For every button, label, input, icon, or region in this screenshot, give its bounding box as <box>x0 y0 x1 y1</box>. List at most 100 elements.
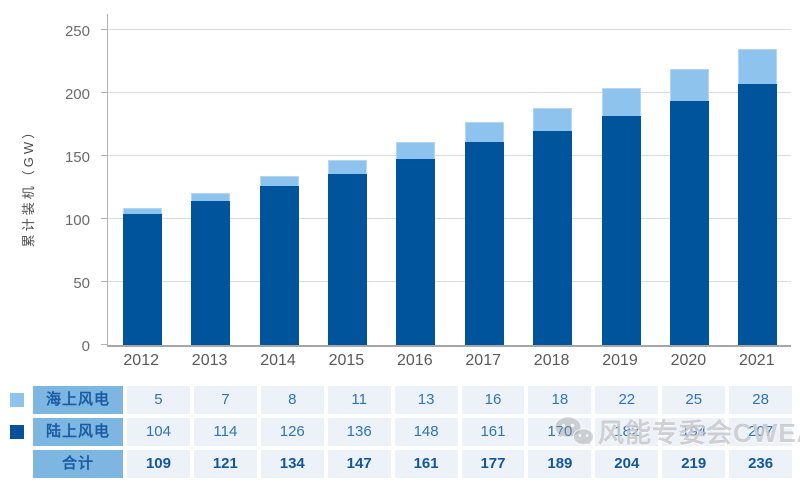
legend-slot <box>10 418 24 446</box>
value-cell: 177 <box>461 450 525 478</box>
value-cell: 189 <box>528 450 592 478</box>
bar-segment-onshore <box>259 186 299 345</box>
y-tick-label: 0 <box>81 338 90 355</box>
bar-segment-onshore <box>738 84 778 345</box>
bar-segment-offshore <box>669 69 709 101</box>
legend-slot <box>10 386 24 414</box>
gridline <box>108 29 791 30</box>
bar-segment-onshore <box>533 130 573 345</box>
value-cell: 114 <box>193 418 257 446</box>
bar-2019 <box>601 87 641 345</box>
value-cell: 28 <box>729 386 793 414</box>
value-cell: 207 <box>729 418 793 446</box>
legend-swatch-onshore <box>10 425 24 439</box>
value-cell: 126 <box>260 418 324 446</box>
bar-segment-onshore <box>669 100 709 345</box>
value-cell: 104 <box>127 418 190 446</box>
value-cell: 170 <box>528 418 592 446</box>
bar-segment-offshore <box>738 48 778 85</box>
value-cell: 204 <box>595 450 659 478</box>
y-tick-mark <box>101 344 108 345</box>
bar-segment-onshore <box>601 115 641 345</box>
legend-swatch-offshore <box>10 393 24 407</box>
value-cell: 147 <box>327 450 391 478</box>
x-tick-label: 2021 <box>739 352 775 369</box>
value-cell: 7 <box>193 386 257 414</box>
x-tick-label: 2012 <box>123 352 159 369</box>
table-row: 海上风电 5 7 8 11 13 16 18 22 25 28 <box>10 386 793 414</box>
gridline <box>108 92 791 93</box>
row-label: 陆上风电 <box>33 418 123 446</box>
bar-segment-offshore <box>533 108 573 131</box>
value-cell: 219 <box>662 450 726 478</box>
value-cell: 148 <box>394 418 458 446</box>
value-cell: 25 <box>662 386 726 414</box>
value-cell: 13 <box>394 386 458 414</box>
y-tick-label: 150 <box>64 149 90 166</box>
x-tick-label: 2016 <box>397 352 433 369</box>
value-cell: 134 <box>260 450 324 478</box>
gridline <box>108 218 791 219</box>
gridline <box>108 155 791 156</box>
value-cell: 121 <box>193 450 257 478</box>
x-axis-tick-labels: 2012 2013 2014 2015 2016 2017 2018 2019 2020 2021 <box>107 352 791 374</box>
x-tick-label: 2017 <box>465 352 501 369</box>
y-axis-tick-labels: 0 50 100 150 200 250 <box>48 14 98 355</box>
legend-data-table: 海上风电 5 7 8 11 13 16 18 22 25 28 陆上风电 104 114 126 136 148… <box>10 386 793 482</box>
value-cell: 109 <box>127 450 190 478</box>
bar-segment-offshore <box>259 176 299 187</box>
y-tick-label: 200 <box>64 86 90 103</box>
bar-2017 <box>464 121 504 345</box>
y-tick-mark <box>101 29 108 30</box>
bar-segment-onshore <box>464 142 504 345</box>
value-cell: 236 <box>729 450 793 478</box>
table-row: 合计 109 121 134 147 161 177 189 204 219 236 <box>10 450 793 478</box>
x-tick-label: 2013 <box>191 352 228 369</box>
bar-2016 <box>396 142 436 345</box>
bar-2013 <box>191 192 231 345</box>
y-tick-mark <box>101 92 108 93</box>
value-cell: 194 <box>662 418 726 446</box>
bar-2015 <box>327 159 367 345</box>
bar-2014 <box>259 176 299 345</box>
value-cell: 8 <box>260 386 324 414</box>
x-tick-label: 2019 <box>602 352 638 369</box>
x-tick-label: 2018 <box>533 352 570 369</box>
bar-segment-onshore <box>327 173 367 345</box>
x-tick-label: 2020 <box>670 352 707 369</box>
y-tick-label: 100 <box>64 212 90 229</box>
bar-segment-offshore <box>396 142 436 159</box>
x-tick-label: 2015 <box>328 352 365 369</box>
value-cell: 18 <box>528 386 592 414</box>
y-tick-mark <box>101 155 108 156</box>
value-cell: 22 <box>595 386 659 414</box>
value-cell: 161 <box>394 450 458 478</box>
row-label: 合计 <box>33 450 123 478</box>
bar-segment-offshore <box>327 159 367 174</box>
table-row: 陆上风电 104 114 126 136 148 161 170 182 194 207 <box>10 418 793 446</box>
bar-2018 <box>533 108 573 345</box>
y-tick-mark <box>101 281 108 282</box>
bar-segment-offshore <box>191 192 231 202</box>
plot-area <box>101 14 791 347</box>
value-cell: 5 <box>127 386 190 414</box>
legend-slot <box>10 450 24 478</box>
y-axis-title: 累计装机（GW） <box>21 122 36 248</box>
value-cell: 182 <box>595 418 659 446</box>
row-label: 海上风电 <box>33 386 123 414</box>
x-tick-label: 2014 <box>260 352 296 369</box>
bar-2012 <box>122 207 162 345</box>
value-cell: 161 <box>461 418 525 446</box>
bar-segment-offshore <box>464 121 504 143</box>
bar-segment-onshore <box>191 201 231 345</box>
gridline <box>108 281 791 282</box>
bar-segment-offshore <box>122 207 162 214</box>
y-tick-label: 250 <box>64 23 90 40</box>
bar-segment-onshore <box>122 213 162 345</box>
y-tick-label: 50 <box>73 275 90 292</box>
y-tick-mark <box>101 218 108 219</box>
value-cell: 16 <box>461 386 525 414</box>
bar-2020 <box>669 69 709 345</box>
bar-segment-onshore <box>396 158 436 345</box>
